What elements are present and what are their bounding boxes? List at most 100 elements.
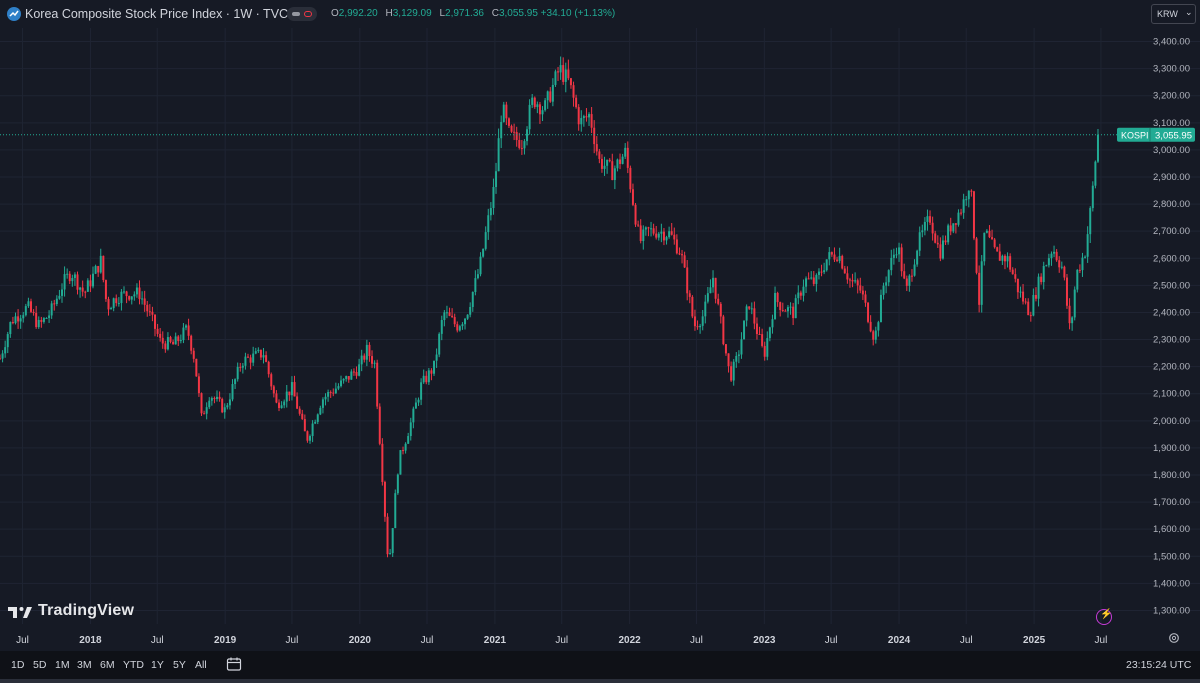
candle-up bbox=[588, 114, 591, 118]
candle-up bbox=[55, 298, 58, 305]
candle-up bbox=[887, 270, 890, 283]
candle-up bbox=[952, 223, 955, 232]
range-all-button[interactable]: All bbox=[195, 659, 207, 671]
candle-down bbox=[846, 273, 849, 280]
visibility-toggle-icon[interactable] bbox=[287, 7, 317, 21]
candle-up bbox=[774, 292, 777, 320]
candle-down bbox=[259, 349, 262, 358]
candle-up bbox=[828, 252, 831, 260]
candle-down bbox=[378, 406, 381, 444]
calendar-icon[interactable] bbox=[226, 656, 242, 672]
candle-up bbox=[205, 407, 208, 414]
candle-up bbox=[957, 212, 960, 225]
currency-dropdown[interactable]: KRW ⌄ bbox=[1151, 4, 1196, 24]
time-axis[interactable]: Jul 2018 Jul 2019 Jul 2020 Jul 2021 Jul 2022 Jul 20… bbox=[16, 635, 1107, 646]
candle-down bbox=[146, 304, 149, 312]
high-value: 3,129.09 bbox=[392, 8, 432, 19]
candle-down bbox=[151, 311, 154, 315]
candle-up bbox=[825, 259, 828, 271]
window-bottom-edge bbox=[0, 679, 1200, 683]
range-1d-button[interactable]: 1D bbox=[11, 659, 25, 671]
candle-up bbox=[4, 347, 7, 354]
candle-down bbox=[652, 228, 655, 234]
candle-down bbox=[719, 303, 722, 317]
candle-down bbox=[368, 344, 371, 357]
range-3m-button[interactable]: 3M bbox=[77, 659, 92, 671]
candle-down bbox=[595, 144, 598, 152]
candle-down bbox=[634, 204, 637, 225]
range-5d-button[interactable]: 5D bbox=[33, 659, 47, 671]
lightning-icon[interactable]: ⚡ bbox=[1096, 609, 1112, 625]
series-label: KOSPI bbox=[1121, 130, 1149, 140]
candle-down bbox=[203, 413, 206, 415]
gear-icon[interactable] bbox=[1168, 632, 1180, 644]
candle-up bbox=[541, 110, 544, 115]
candle-up bbox=[433, 360, 436, 374]
range-5y-button[interactable]: 5Y bbox=[173, 659, 186, 671]
candle-down bbox=[0, 358, 1, 360]
currency-label: KRW bbox=[1157, 9, 1178, 19]
close-key: C bbox=[491, 8, 499, 19]
utc-clock[interactable]: 23:15:24 UTC bbox=[1126, 659, 1192, 671]
bottom-toolbar: 1D 5D 1M 3M 6M YTD 1Y 5Y All bbox=[0, 651, 1200, 679]
candle-up bbox=[489, 208, 492, 216]
candle-down bbox=[272, 386, 275, 394]
candle-up bbox=[394, 493, 397, 529]
ohlc-values: O2,992.20 H3,129.09 L2,971.36 C3,055.95 … bbox=[331, 8, 620, 19]
candle-up bbox=[414, 402, 417, 409]
candle-down bbox=[675, 239, 678, 254]
candle-up bbox=[389, 553, 392, 555]
candle-up bbox=[117, 303, 120, 305]
candle-down bbox=[247, 356, 250, 358]
candle-down bbox=[456, 324, 459, 331]
candle-down bbox=[107, 299, 110, 310]
candle-up bbox=[461, 324, 464, 327]
candle-up bbox=[737, 354, 740, 356]
candle-down bbox=[278, 402, 281, 409]
open-key: O bbox=[331, 8, 339, 19]
tradingview-logo-text: TradingView bbox=[38, 602, 135, 619]
range-6m-button[interactable]: 6M bbox=[100, 659, 115, 671]
range-1m-button[interactable]: 1M bbox=[55, 659, 70, 671]
time-tick-label: Jul bbox=[16, 635, 29, 646]
candle-down bbox=[30, 301, 33, 312]
candle-up bbox=[805, 278, 808, 287]
candle-up bbox=[874, 330, 877, 340]
candle-down bbox=[200, 393, 203, 414]
candle-up bbox=[226, 405, 229, 408]
chevron-down-icon: ⌄ bbox=[1185, 7, 1193, 17]
candle-down bbox=[562, 65, 565, 82]
candle-down bbox=[329, 392, 332, 394]
time-tick-label: Jul bbox=[421, 635, 434, 646]
range-ytd-button[interactable]: YTD bbox=[123, 659, 144, 671]
candle-down bbox=[673, 234, 676, 240]
candle-down bbox=[97, 266, 100, 273]
candle-down bbox=[611, 161, 614, 181]
candle-up bbox=[417, 399, 420, 403]
candle-up bbox=[58, 295, 61, 299]
candle-up bbox=[885, 282, 888, 286]
candle-down bbox=[125, 291, 128, 297]
candle-up bbox=[63, 274, 66, 290]
candle-up bbox=[926, 216, 929, 222]
candle-down bbox=[662, 231, 665, 241]
range-1y-button[interactable]: 1Y bbox=[151, 659, 164, 671]
candle-down bbox=[1009, 256, 1012, 270]
candle-up bbox=[464, 318, 467, 325]
candle-down bbox=[686, 267, 689, 294]
candle-up bbox=[1073, 289, 1076, 318]
candle-up bbox=[526, 129, 529, 142]
price-axis[interactable]: 1,300.00 1,400.00 1,500.00 1,600.00 1,700.00… bbox=[1153, 37, 1190, 617]
candle-down bbox=[859, 285, 862, 291]
candle-down bbox=[567, 69, 570, 79]
candle-down bbox=[639, 225, 642, 241]
price-chart[interactable]: 1,300.00 1,400.00 1,500.00 1,600.00 1,700.00… bbox=[0, 0, 1200, 651]
candle-down bbox=[448, 312, 451, 316]
candle-down bbox=[1078, 269, 1081, 271]
candle-down bbox=[40, 320, 43, 322]
candle-up bbox=[1050, 253, 1053, 259]
candle-down bbox=[988, 230, 991, 238]
symbol-title[interactable]: Korea Composite Stock Price Index · 1W ·… bbox=[25, 7, 289, 21]
candle-down bbox=[303, 419, 306, 432]
candle-down bbox=[363, 355, 366, 360]
